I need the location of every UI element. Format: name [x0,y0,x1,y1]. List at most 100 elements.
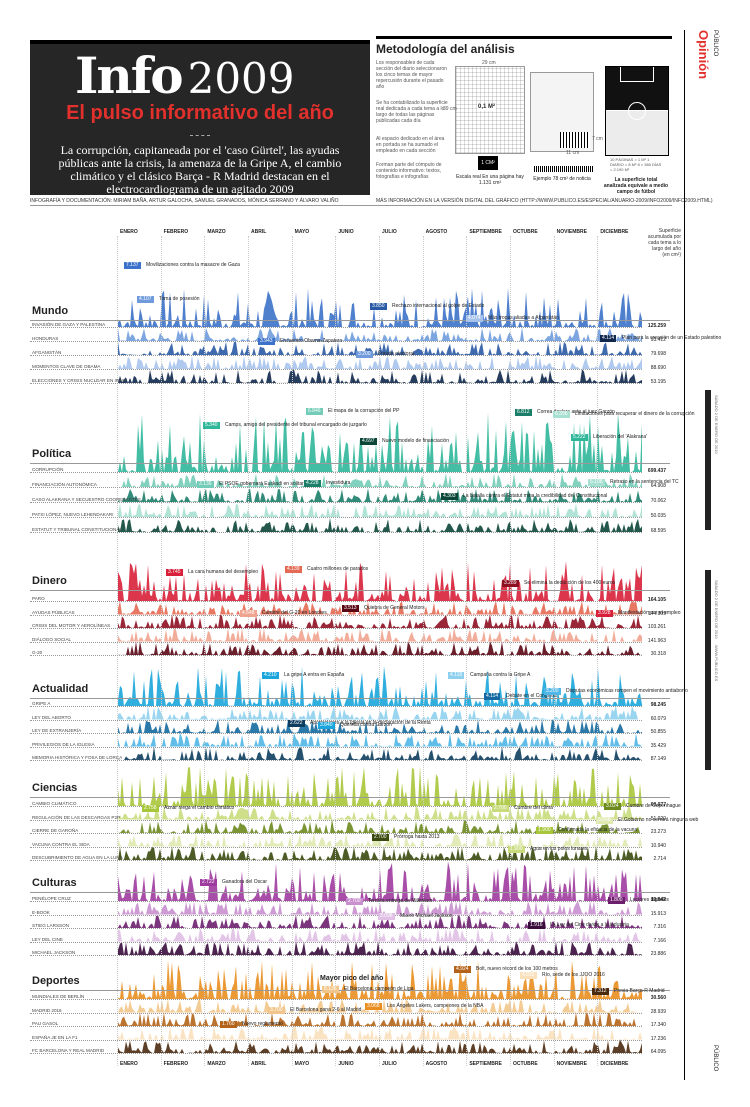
row-label: PRIVILEGIOS DE LA IGLESIA [32,741,95,747]
month-label: MAYO [294,229,310,235]
page-area: 0,1 M² [477,103,497,111]
peak-annotation: Previa Barça-R Madrid [614,988,665,994]
peak-annotation: El Barcelona, campeón de Liga [344,986,414,992]
row-baseline [30,369,642,370]
month-label: ENERO [120,1061,138,1067]
section-title: Deportes [32,975,80,987]
month-gridline [335,236,337,1066]
pulse-area [118,355,642,369]
peak-value-badge: 2.700 [372,834,389,841]
margin-bar-top [705,390,711,530]
row-baseline [30,383,642,384]
row-total: 144.909 [647,610,666,617]
row-total: 15.913 [650,910,666,917]
section-title: Ciencias [32,782,78,794]
row-total: 103.261 [647,624,666,630]
peak-annotation: Más tropas aliadas a Afganistán [488,315,559,321]
legend-note: Superficie acumulada por cada tema a lo … [647,228,681,258]
pulse-area [118,846,642,860]
section-title: Dinero [32,575,67,587]
row-label: DIÁLOGO SOCIAL [32,636,72,642]
month-gridline [379,236,380,1066]
month-gridline [422,236,424,1066]
row-label: AYUDAS PÚBLICAS [32,609,75,615]
pulse-area [118,412,642,472]
peak-annotation: La Ley del Cine divide a la industria [550,922,629,928]
month-label: ABRIL [251,1061,267,1067]
pulse-area [118,518,642,532]
section-title: Actualidad [32,683,89,695]
peak-annotation: Rechazo internacional al golpe de Estado [392,303,485,309]
row-baseline [30,601,642,602]
more-info-link[interactable]: MÁS INFORMACIÓN EN LA VERSIÓN DIGITAL DE… [376,198,713,204]
peak-value-badge: 2.700 [492,805,509,812]
pulse-area [118,488,642,502]
peak-annotation: Río, sede de los JJOO 2016 [542,972,605,978]
pulse-area [118,719,642,733]
pulse-area [118,861,642,901]
section-title: Mundo [32,305,69,317]
row-total: 70.062 [650,498,666,504]
peak-value-badge: 8.136 [322,986,339,993]
peak-value-badge: 7.137 [124,262,141,269]
pulse-area [118,900,642,915]
month-gridline [117,236,118,1066]
row-baseline [30,517,642,518]
peak-annotation: Bolt, nuevo récord de los 100 metros [476,966,558,972]
row-total: 17.236 [650,1035,666,1042]
row-total: 98.245 [650,702,666,708]
peak-value-badge: 7.312 [592,988,609,995]
row-label: ELECCIONES Y CRISIS NUCLEAR EN IRÁN [32,378,126,383]
row-total: 10.940 [650,842,666,849]
row-total: 50.855 [650,729,666,735]
pulse-area [118,327,642,341]
section-rule [30,463,670,464]
row-label: LEY DE EXTRANJERÍA [32,728,82,733]
row-label: G-20 [32,650,43,655]
row-total: 23.273 [650,829,666,835]
row-baseline [30,502,642,503]
month-label: MARZO [207,1061,226,1067]
peak-value-badge: 6.396 [553,411,570,418]
pulse-area [118,805,642,820]
row-total: 10.042 [650,897,666,903]
peak-annotation: Movilizaciones contra la masacre de Gaza [146,262,240,268]
pulse-area [118,341,642,355]
pulse-area [118,473,642,487]
month-gridline [510,236,511,1066]
row-baseline [30,941,642,943]
method-p4: Forman parte del cómputo de contenido in… [376,162,442,180]
peak-value-badge: 4.114 [600,335,617,342]
month-label: DICIEMBRE [600,1061,629,1067]
row-baseline [30,1039,642,1041]
month-label: AGOSTO [425,1061,448,1067]
row-label: PARO [32,596,45,601]
peak-value-badge: 2.722 [200,879,217,886]
section-title: Culturas [32,877,77,889]
peak-value-badge: 1.900 [508,846,525,853]
row-total: 23.886 [650,951,666,957]
logo-main: Info [75,46,184,105]
logo-year: 2009 [187,54,295,103]
peak-value-badge: 3.850 [370,303,387,310]
peak-annotation: La cara humana del desempleo [188,569,259,575]
peak-value-badge: 4.697 [360,438,377,445]
row-label: MEMORIA HISTÓRICA Y FOSA DE LORCA [32,755,123,760]
row-label: DESCUBRIMIENTO DE AGUA EN LA LUNA [32,855,123,860]
row-baseline [30,806,642,807]
peak-value-badge: 3.098 [378,913,395,920]
peak-value-badge: 3.200 [544,688,561,695]
example-note: Ejemplo 78 cm² de noticia [533,176,591,182]
peak-annotation: Cumbre del clima [514,805,553,811]
peak-value-badge: 1.800 [608,897,625,904]
row-baseline [30,655,642,656]
peak-value-badge: 3.700 [268,1007,285,1014]
month-label: DICIEMBRE [600,229,629,235]
peak-value-badge: 2.700 [346,898,363,905]
row-label: MICHAEL JACKSON [32,950,76,955]
hero-top-rule [30,40,370,44]
peak-value-badge: 3.068 [365,1003,382,1010]
row-baseline [30,999,642,1000]
